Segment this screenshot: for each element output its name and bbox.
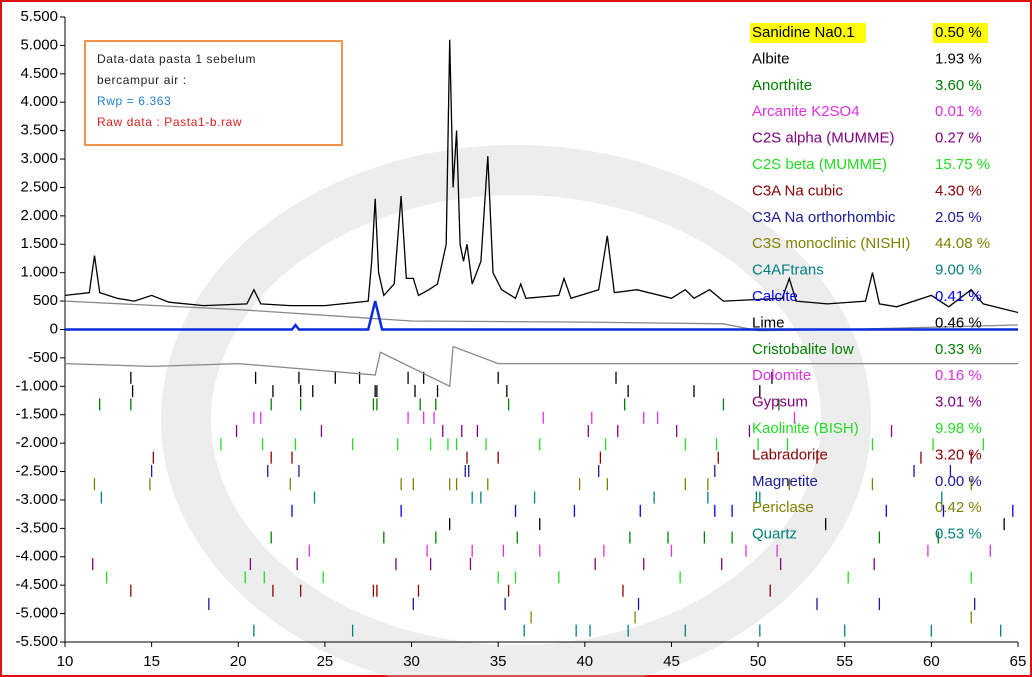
legend-name: Sanidine Na0.1 [752, 24, 855, 41]
x-tick-label: 50 [750, 653, 767, 670]
legend-fraction: 0.00 % [935, 473, 982, 490]
annotation-box [84, 40, 343, 146]
legend-highlight [750, 23, 866, 43]
legend-name: Arcanite K2SO4 [752, 103, 860, 120]
legend-fraction: 9.98 % [935, 420, 982, 437]
y-tick-label: 4.000 [20, 93, 58, 110]
legend-fraction: 0.42 % [935, 499, 982, 516]
x-tick-label: 10 [57, 653, 74, 670]
x-tick-label: 40 [576, 653, 593, 670]
annotation-text: Data-data pasta 1 sebelum [97, 52, 256, 66]
legend-fraction: 0.53 % [935, 526, 982, 543]
y-tick-label: -3.500 [15, 519, 58, 536]
legend-name: Lime [752, 314, 785, 331]
x-tick-label: 20 [230, 653, 247, 670]
x-tick-label: 30 [403, 653, 420, 670]
y-tick-label: -500 [28, 349, 58, 366]
y-tick-label: 3.000 [20, 150, 58, 167]
legend-name: C4AFtrans [752, 262, 824, 279]
legend-fraction: 0.50 % [935, 24, 982, 41]
legend-fraction: 9.00 % [935, 262, 982, 279]
x-tick-label: 55 [836, 653, 853, 670]
x-tick-label: 60 [923, 653, 940, 670]
legend-name: Periclase [752, 499, 814, 516]
y-tick-label: -1.500 [15, 406, 58, 423]
y-tick-label: -5.000 [15, 605, 58, 622]
legend-fraction: 0.27 % [935, 130, 982, 147]
legend-fraction: 1.93 % [935, 50, 982, 67]
y-tick-label: 2.500 [20, 178, 58, 195]
y-tick-label: -4.500 [15, 576, 58, 593]
legend-name: C2S beta (MUMME) [752, 156, 887, 173]
legend-name: Kaolinite (BISH) [752, 420, 859, 437]
legend-fraction: 3.20 % [935, 446, 982, 463]
legend-name: Cristobalite low [752, 341, 854, 358]
legend-name: C3A Na orthorhombic [752, 209, 896, 226]
y-tick-label: -3.000 [15, 491, 58, 508]
legend-name: C3S monoclinic (NISHI) [752, 235, 910, 252]
x-tick-label: 45 [663, 653, 680, 670]
legend-name: Anorthite [752, 77, 812, 94]
legend-fraction: 0.33 % [935, 341, 982, 358]
y-tick-label: -5.500 [15, 633, 58, 650]
x-tick-label: 35 [490, 653, 507, 670]
y-tick-label: 5.000 [20, 36, 58, 53]
curve [64, 345, 1018, 388]
y-tick-label: 5.500 [20, 8, 58, 25]
legend-name: C2S alpha (MUMME) [752, 130, 895, 147]
legend-fraction: 3.60 % [935, 77, 982, 94]
watermark [161, 145, 871, 677]
y-tick-label: -1.000 [15, 377, 58, 394]
legend-fraction: 0.01 % [935, 103, 982, 120]
legend-fraction: 4.30 % [935, 182, 982, 199]
y-tick-label: 3.500 [20, 122, 58, 139]
y-tick-label: 1.500 [20, 235, 58, 252]
curve [64, 39, 1019, 314]
x-tick-label: 15 [143, 653, 160, 670]
annotation-text: bercampur air : [97, 73, 187, 87]
legend-fraction: 44.08 % [935, 235, 990, 252]
y-tick-label: -2.000 [15, 434, 58, 451]
legend-fraction: 0.16 % [935, 367, 982, 384]
legend-fraction: 2.05 % [935, 209, 982, 226]
legend-fraction: 3.01 % [935, 394, 982, 411]
legend-name: Quartz [752, 526, 797, 543]
legend-name: Albite [752, 50, 790, 67]
y-tick-label: -4.000 [15, 548, 58, 565]
x-tick-label: 25 [317, 653, 334, 670]
annotation-text: Raw data : Pasta1-b.raw [97, 115, 242, 129]
y-tick-label: 2.000 [20, 207, 58, 224]
y-tick-label: 4.500 [20, 65, 58, 82]
legend-fraction: 0.46 % [935, 314, 982, 331]
legend-name: C3A Na cubic [752, 182, 843, 199]
y-tick-label: 500 [33, 292, 58, 309]
legend-name: Gypsum [752, 394, 808, 411]
y-tick-label: 1.000 [20, 264, 58, 281]
legend-fraction: 15.75 % [935, 156, 990, 173]
y-tick-label: 0 [50, 320, 58, 337]
y-tick-label: -2.500 [15, 463, 58, 480]
legend-fraction: 0.41 % [935, 288, 982, 305]
legend-name: Calcite [752, 288, 798, 305]
curve [65, 300, 1018, 331]
legend-highlight [933, 23, 988, 43]
legend-name: Magnetite [752, 473, 818, 490]
legend-name: Dolomite [752, 367, 811, 384]
annotation-text: Rwp = 6.363 [97, 94, 171, 108]
x-tick-label: 65 [1010, 653, 1027, 670]
legend-name: Labradorite [752, 446, 828, 463]
